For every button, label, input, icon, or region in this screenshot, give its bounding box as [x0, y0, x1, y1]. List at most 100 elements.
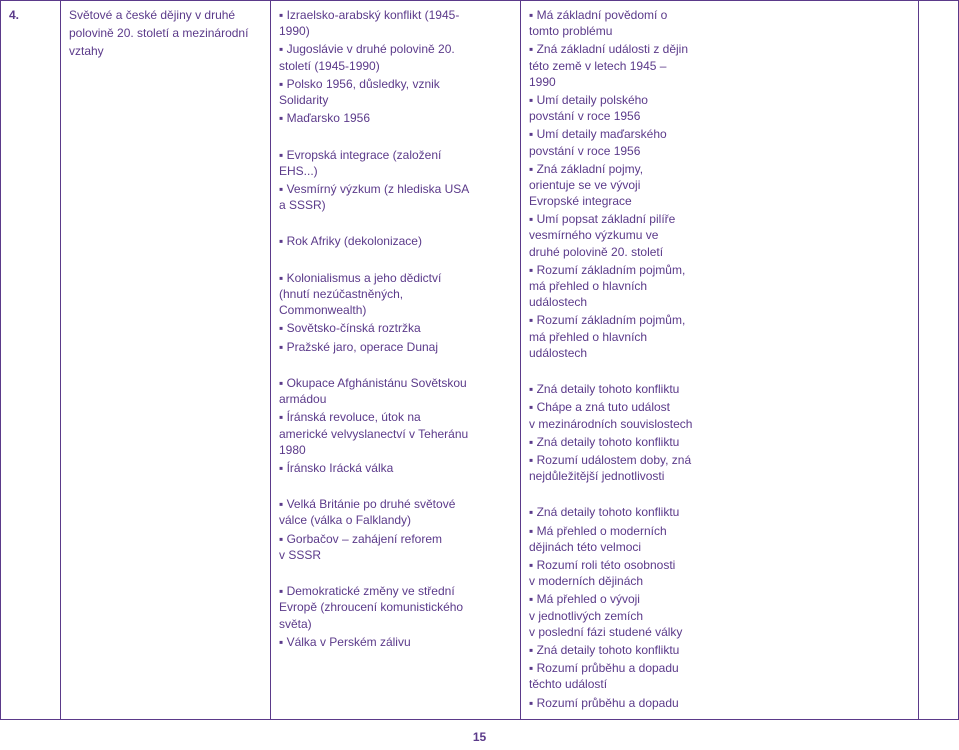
- outcome-item: ▪ Rozumí roli této osobnostiv moderních …: [529, 557, 910, 589]
- content-item: [279, 478, 512, 494]
- content-item: ▪ Sovětsko-čínská roztržka: [279, 320, 512, 336]
- outcome-item: ▪ Zná detaily tohoto konfliktu: [529, 504, 910, 520]
- content-line: ▪ Maďarsko 1956: [279, 110, 512, 126]
- content-line: (hnutí nezúčastněných,: [279, 286, 512, 302]
- content-item: ▪ Kolonialismus a jeho dědictví(hnutí ne…: [279, 270, 512, 319]
- content-item: ▪ Polsko 1956, důsledky, vznikSolidarity: [279, 76, 512, 108]
- content-item: [279, 565, 512, 581]
- content-line: a SSSR): [279, 197, 512, 213]
- outcome-line: těchto událostí: [529, 676, 910, 692]
- content-item: [279, 215, 512, 231]
- cell-content: ▪ Izraelsko-arabský konflikt (1945-1990)…: [271, 1, 521, 720]
- content-line: válce (válka o Falklandy): [279, 512, 512, 528]
- outcome-line: ▪ Rozumí událostem doby, zná: [529, 452, 910, 468]
- outcome-line: v mezinárodních souvislostech: [529, 416, 910, 432]
- outcome-line: ▪ Rozumí průběhu a dopadu: [529, 695, 910, 711]
- content-line: EHS...): [279, 163, 512, 179]
- page-number: 15: [473, 730, 486, 744]
- outcome-line: ▪ Chápe a zná tuto událost: [529, 399, 910, 415]
- outcome-item: [529, 363, 910, 379]
- content-item: [279, 252, 512, 268]
- outcome-line: v moderních dějinách: [529, 573, 910, 589]
- content-item: ▪ Íránsko Irácká válka: [279, 460, 512, 476]
- content-item: ▪ Íránská revoluce, útok naamerické velv…: [279, 409, 512, 458]
- outcome-line: ▪ Rozumí základním pojmům,: [529, 262, 910, 278]
- content-item: ▪ Evropská integrace (založeníEHS...): [279, 147, 512, 179]
- content-item: ▪ Velká Británie po druhé světovéválce (…: [279, 496, 512, 528]
- outcome-line: v jednotlivých zemích: [529, 608, 910, 624]
- content-line: ▪ Izraelsko-arabský konflikt (1945-: [279, 7, 512, 23]
- content-line: [279, 215, 512, 231]
- outcome-line: v poslední fázi studené války: [529, 624, 910, 640]
- outcome-item: ▪ Chápe a zná tuto událostv mezinárodníc…: [529, 399, 910, 431]
- outcome-line: ▪ Rozumí průběhu a dopadu: [529, 660, 910, 676]
- outcome-line: nejdůležitější jednotlivosti: [529, 468, 910, 484]
- content-line: ▪ Polsko 1956, důsledky, vznik: [279, 76, 512, 92]
- content-line: ▪ Íránská revoluce, útok na: [279, 409, 512, 425]
- outcome-item: ▪ Má přehled o moderníchdějinách této ve…: [529, 523, 910, 555]
- content-item: ▪ Válka v Perském zálivu: [279, 634, 512, 650]
- content-line: ▪ Jugoslávie v druhé polovině 20.: [279, 41, 512, 57]
- outcome-line: [529, 363, 910, 379]
- outcome-line: ▪ Zná detaily tohoto konfliktu: [529, 642, 910, 658]
- outcome-item: ▪ Zná detaily tohoto konfliktu: [529, 642, 910, 658]
- content-item: ▪ Rok Afriky (dekolonizace): [279, 233, 512, 249]
- content-line: světa): [279, 616, 512, 632]
- outcome-line: ▪ Zná základní události z dějin: [529, 41, 910, 57]
- content-item: ▪ Gorbačov – zahájení reforemv SSSR: [279, 531, 512, 563]
- outcome-line: Evropské integrace: [529, 193, 910, 209]
- cell-number: 4.: [1, 1, 61, 720]
- content-line: století (1945-1990): [279, 58, 512, 74]
- topic-line: vztahy: [69, 43, 262, 59]
- outcome-line: ▪ Zná základní pojmy,: [529, 161, 910, 177]
- outcome-item: ▪ Má základní povědomí otomto problému: [529, 7, 910, 39]
- outcome-item: ▪ Rozumí průběhu a dopadutěchto událostí: [529, 660, 910, 692]
- content-item: ▪ Vesmírný výzkum (z hlediska USAa SSSR): [279, 181, 512, 213]
- content-line: Solidarity: [279, 92, 512, 108]
- outcome-item: [529, 486, 910, 502]
- content-line: armádou: [279, 391, 512, 407]
- content-item: [279, 357, 512, 373]
- outcome-line: orientuje se ve vývoji: [529, 177, 910, 193]
- content-line: 1980: [279, 442, 512, 458]
- outcome-line: ▪ Umí popsat základní pilíře: [529, 211, 910, 227]
- outcome-line: dějinách této velmoci: [529, 539, 910, 555]
- content-line: [279, 478, 512, 494]
- outcome-item: ▪ Rozumí základním pojmům,má přehled o h…: [529, 312, 910, 361]
- content-item: ▪ Okupace Afghánistánu Sovětskouarmádou: [279, 375, 512, 407]
- content-line: 1990): [279, 23, 512, 39]
- content-line: ▪ Rok Afriky (dekolonizace): [279, 233, 512, 249]
- outcome-line: povstání v roce 1956: [529, 108, 910, 124]
- content-line: ▪ Vesmírný výzkum (z hlediska USA: [279, 181, 512, 197]
- outcome-line: této země v letech 1945 –: [529, 58, 910, 74]
- content-item: [279, 128, 512, 144]
- content-line: ▪ Velká Británie po druhé světové: [279, 496, 512, 512]
- outcome-item: ▪ Rozumí událostem doby, znánejdůležitěj…: [529, 452, 910, 484]
- outcome-item: ▪ Rozumí průběhu a dopadu: [529, 695, 910, 711]
- content-line: ▪ Válka v Perském zálivu: [279, 634, 512, 650]
- outcome-line: ▪ Umí detaily maďarského: [529, 126, 910, 142]
- content-item: ▪ Pražské jaro, operace Dunaj: [279, 339, 512, 355]
- content-line: [279, 252, 512, 268]
- outcome-line: vesmírného výzkumu ve: [529, 227, 910, 243]
- outcome-item: ▪ Zná základní události z dějintéto země…: [529, 41, 910, 90]
- content-line: [279, 565, 512, 581]
- outcome-line: ▪ Zná detaily tohoto konfliktu: [529, 381, 910, 397]
- outcome-line: má přehled o hlavních: [529, 329, 910, 345]
- content-item: ▪ Demokratické změny ve středníEvropě (z…: [279, 583, 512, 632]
- outcome-line: ▪ Má přehled o vývoji: [529, 591, 910, 607]
- content-line: ▪ Demokratické změny ve střední: [279, 583, 512, 599]
- content-line: ▪ Okupace Afghánistánu Sovětskou: [279, 375, 512, 391]
- content-line: ▪ Sovětsko-čínská roztržka: [279, 320, 512, 336]
- content-line: v SSSR: [279, 547, 512, 563]
- content-item: ▪ Izraelsko-arabský konflikt (1945-1990): [279, 7, 512, 39]
- outcome-line: ▪ Rozumí roli této osobnosti: [529, 557, 910, 573]
- content-line: ▪ Kolonialismus a jeho dědictví: [279, 270, 512, 286]
- content-line: ▪ Gorbačov – zahájení reforem: [279, 531, 512, 547]
- outcome-item: ▪ Rozumí základním pojmům,má přehled o h…: [529, 262, 910, 311]
- outcome-line: [529, 486, 910, 502]
- outcome-line: má přehled o hlavních: [529, 278, 910, 294]
- outcome-item: ▪ Zná základní pojmy,orientuje se ve výv…: [529, 161, 910, 210]
- outcome-line: ▪ Rozumí základním pojmům,: [529, 312, 910, 328]
- outcome-line: ▪ Zná detaily tohoto konfliktu: [529, 504, 910, 520]
